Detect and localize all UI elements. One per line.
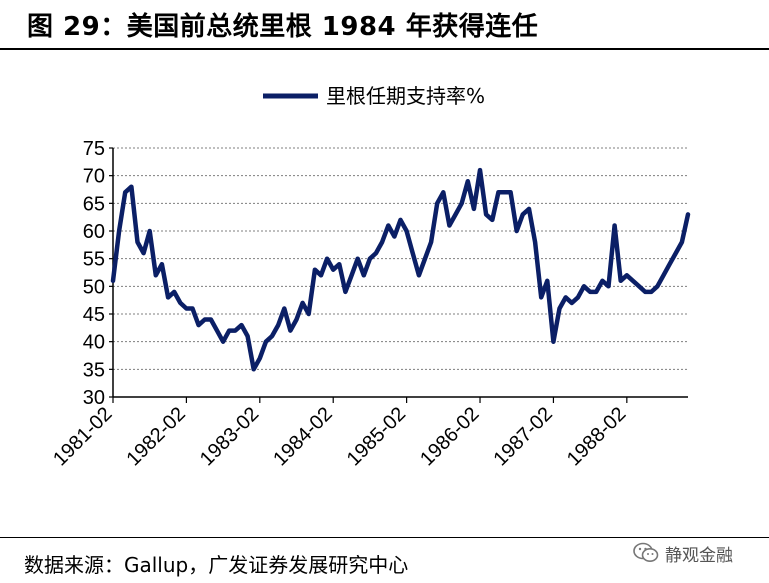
footer-divider [0,537,769,538]
source-note: 数据来源：Gallup，广发证券发展研究中心 [24,553,409,577]
y-tick-label: 45 [83,304,105,326]
y-tick-label: 30 [83,387,105,409]
watermark-text: 静观金融 [665,545,733,566]
x-tick-label: 1981-02 [49,403,116,470]
x-tick-label: 1988-02 [563,403,630,470]
title-bar: 图 29：美国前总统里根 1984 年获得连任 [0,0,769,46]
x-tick-label: 1983-02 [196,403,263,470]
x-tick-label: 1985-02 [343,403,410,470]
y-tick-label: 40 [83,332,105,354]
watermark: 静观金融 [633,539,763,567]
y-tick-label: 50 [83,276,105,298]
title-divider [0,48,769,50]
series-line [110,167,691,372]
figure-title: 图 29：美国前总统里根 1984 年获得连任 [27,12,539,42]
x-tick-label: 1987-02 [489,403,556,470]
y-tick-label: 70 [83,166,105,188]
x-tick-label: 1984-02 [269,403,336,470]
x-tick-label: 1982-02 [122,403,189,470]
wechat-icon [633,542,659,564]
x-tick-label: 1986-02 [416,403,483,470]
legend-label: 里根任期支持率% [326,84,485,108]
y-tick-label: 35 [83,359,105,381]
y-tick-label: 75 [83,138,105,160]
y-tick-label: 55 [83,249,105,271]
y-tick-label: 60 [83,221,105,243]
y-tick-label: 65 [83,193,105,215]
